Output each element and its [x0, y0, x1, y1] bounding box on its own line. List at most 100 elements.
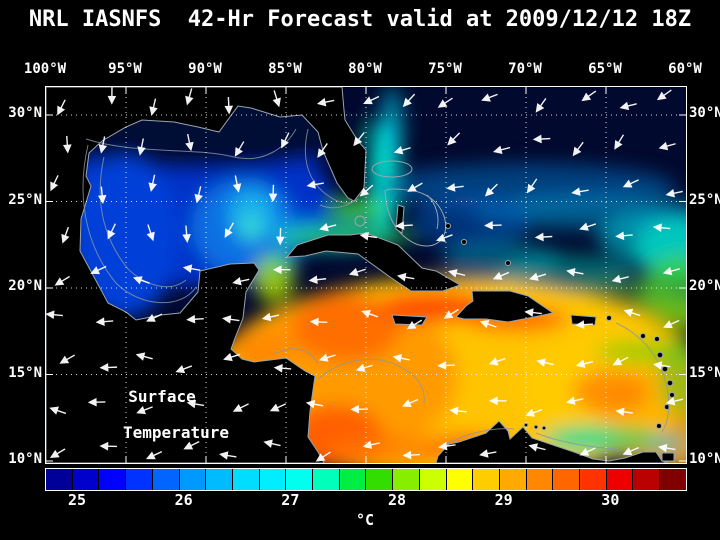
wind-vector-arrow	[575, 320, 593, 329]
wind-vector-arrow	[534, 232, 553, 242]
wind-vector-arrow	[438, 441, 456, 451]
wind-vector-arrow	[99, 363, 118, 372]
wind-vector-arrow	[488, 396, 507, 406]
wind-vector-arrow	[135, 352, 153, 361]
colorbar-segment	[206, 469, 232, 490]
wind-vector-arrow	[107, 87, 117, 105]
wind-vector-arrow	[175, 364, 193, 374]
lat-label-left: 20°N	[8, 278, 42, 294]
wind-vector-arrow	[435, 233, 453, 242]
wind-vector-arrow	[224, 96, 234, 115]
wind-vector-arrow	[362, 440, 380, 450]
wind-vector-arrow	[316, 97, 335, 107]
colorbar-segment	[526, 469, 553, 490]
overlay-label-temperature: Temperature	[123, 423, 229, 442]
wind-vector-arrow	[99, 441, 118, 451]
wind-vector-arrow	[566, 268, 584, 277]
wind-vector-arrow	[90, 265, 107, 275]
lon-label: 80°W	[348, 61, 382, 77]
wind-vector-arrow	[363, 95, 380, 105]
wind-vector-arrow	[492, 145, 511, 154]
lon-label: 70°W	[508, 61, 542, 77]
wind-vector-arrow	[449, 406, 467, 416]
colorbar-segment	[366, 469, 393, 490]
wind-vector-arrow	[272, 90, 281, 108]
wind-vector-arrow	[447, 132, 461, 146]
wind-vector-arrow	[350, 404, 368, 414]
wind-vector-arrow	[611, 274, 629, 284]
colorbar-segment	[580, 469, 606, 490]
wind-vector-arrow	[581, 90, 597, 102]
wind-vector-arrow	[622, 446, 639, 456]
wind-vector-arrow	[402, 450, 420, 460]
wind-vector-arrow	[658, 443, 676, 453]
lat-label-left: 15°N	[8, 364, 42, 381]
wind-vector-arrow	[524, 308, 542, 317]
wind-vector-arrow	[224, 222, 234, 238]
wind-vector-arrow	[437, 361, 455, 370]
wind-vector-arrow	[61, 226, 70, 244]
colorbar-segment	[46, 469, 72, 490]
wind-vector-arrow	[263, 439, 281, 448]
wind-vector-arrow	[393, 146, 411, 155]
colorbar-tick-label: 27	[281, 491, 300, 509]
wind-vector-arrow	[566, 396, 584, 405]
wind-vector-arrow	[309, 317, 328, 327]
wind-vector-arrow	[137, 138, 146, 156]
overlay-label-surface: Surface	[128, 387, 196, 406]
wind-vector-arrow	[532, 134, 551, 144]
wind-vector-arrow	[353, 131, 365, 147]
colorbar-segment	[286, 469, 313, 490]
wind-vector-arrow	[622, 179, 639, 188]
colorbar-segment	[152, 469, 179, 490]
wind-vector-arrow	[276, 227, 285, 246]
jamaica	[391, 314, 428, 326]
wind-vector-arrow	[484, 183, 498, 197]
wind-vector-arrow	[315, 451, 331, 462]
wind-vector-arrow	[623, 308, 641, 317]
wind-vector-arrow	[488, 357, 506, 366]
wind-vector-arrow	[306, 180, 324, 189]
wind-vector-arrow	[348, 267, 366, 277]
wind-vector-arrow	[232, 403, 249, 412]
wind-vector-arrow	[526, 178, 538, 194]
wind-vector-arrow	[318, 353, 336, 362]
wind-vector-arrow	[281, 132, 290, 149]
colorbar-segment	[660, 469, 686, 490]
wind-vector-arrow	[186, 399, 205, 409]
wind-vector-arrow	[665, 189, 683, 198]
colorbar-segment	[499, 469, 526, 490]
lat-label-left: 25°N	[8, 191, 42, 208]
trinidad	[661, 452, 675, 462]
wind-vector-arrow	[261, 312, 280, 322]
colorbar-segment	[606, 469, 633, 490]
bathymetry-contours	[82, 128, 670, 452]
colorbar-tick-label: 25	[67, 491, 87, 509]
wind-vector-arrow	[273, 363, 292, 373]
wind-vector-arrow	[317, 143, 328, 158]
lat-label-right: 10°N	[689, 451, 720, 467]
colorbar-tick-labels: 25 26 27 28 29 30	[0, 491, 720, 509]
wind-vector-arrow	[308, 275, 327, 284]
wind-vector-arrow	[219, 451, 237, 460]
colorbar-segment	[259, 469, 286, 490]
wind-vector-arrow	[361, 309, 379, 318]
wind-vector-arrow	[479, 449, 497, 458]
wind-vector-arrow	[663, 319, 680, 329]
colorbar-segment	[393, 469, 419, 490]
wind-vector-arrow	[57, 99, 66, 116]
wind-vector-arrow	[571, 187, 589, 196]
colorbar	[45, 468, 687, 491]
wind-vector-arrow	[136, 406, 153, 415]
colorbar-segment	[99, 469, 126, 490]
colorbar-tick-label: 30	[601, 491, 620, 509]
lat-label-left: 30°N	[8, 105, 42, 121]
wind-vector-arrow	[269, 403, 287, 412]
wind-vector-arrow	[406, 319, 423, 330]
wind-vector-arrow	[62, 135, 72, 154]
wind-vector-arrow	[183, 441, 200, 450]
wind-vector-arrow	[355, 363, 373, 372]
lon-label: 100°W	[23, 61, 67, 77]
wind-vector-arrow	[443, 308, 459, 319]
